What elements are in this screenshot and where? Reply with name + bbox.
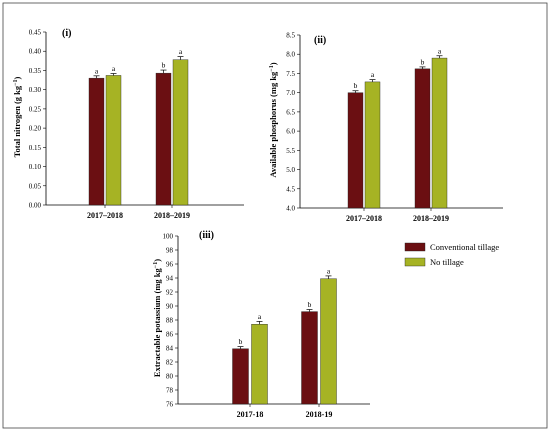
significance-letter: b (354, 81, 358, 90)
y-tick-label: 88 (166, 317, 174, 325)
y-tick-label: 5.5 (286, 147, 295, 155)
y-tick-label: 8.5 (286, 32, 295, 40)
bar (320, 278, 337, 405)
significance-letter: b (239, 337, 243, 346)
y-axis-label-i: Total nitrogen (g kg−1) (12, 76, 22, 157)
bar (232, 348, 249, 405)
y-tick-label: 92 (166, 289, 174, 297)
x-tick-label: 2018-19 (306, 410, 333, 419)
panel-label-ii: (ii) (314, 35, 326, 46)
bar (347, 92, 364, 209)
y-tick-label: 0.05 (29, 182, 42, 190)
bar (251, 324, 268, 405)
x-tick-label: 2018–2019 (154, 211, 190, 220)
significance-letter: a (179, 47, 183, 56)
y-tick-label: 84 (166, 345, 174, 353)
y-tick-label: 4.5 (286, 185, 295, 193)
bar (301, 311, 318, 405)
y-tick-label: 8.0 (286, 51, 295, 59)
bar (414, 68, 431, 209)
significance-letter: a (327, 266, 331, 275)
significance-letter: b (421, 57, 425, 66)
significance-letter: a (112, 64, 116, 73)
y-tick-label: 5.0 (286, 166, 295, 174)
legend-swatch-no-tillage (404, 257, 426, 267)
y-tick-label: 90 (166, 303, 174, 311)
bar (172, 59, 189, 206)
significance-letter: a (371, 70, 375, 79)
significance-letter: a (438, 46, 442, 55)
y-tick-label: 4.0 (286, 205, 295, 213)
y-tick-label: 0.00 (29, 202, 42, 210)
y-tick-label: 98 (166, 247, 174, 255)
x-tick-label: 2017–2018 (346, 214, 382, 223)
significance-letter: a (95, 66, 99, 75)
panel-ii: (ii) Available phosphorus (mg kg−1) 4.04… (268, 32, 503, 223)
x-tick-label: 2017–2018 (87, 211, 123, 220)
y-tick-label: 0.35 (29, 67, 42, 75)
bar (155, 72, 172, 206)
bar (364, 81, 381, 209)
y-tick-label: 86 (166, 331, 174, 339)
y-tick-label: 96 (166, 261, 174, 269)
legend-swatch-conventional-tillage (404, 242, 426, 252)
bar (431, 57, 448, 209)
chart-area-ii: 4.0 4.5 5.0 5.5 6.0 6.5 7.0 7.5 8.0 8.5 2017–2018 b… (286, 32, 503, 223)
chart-area-i: 0.00 0.05 0.10 0.15 0.20 0.25 0.30 0.35 0.40 0.45… (29, 29, 244, 220)
y-tick-label: 6.0 (286, 128, 295, 136)
y-axis-label-ii: Available phosphorus (mg kg−1) (268, 62, 278, 177)
y-tick-label: 100 (163, 233, 174, 241)
y-tick-label: 6.5 (286, 108, 295, 116)
significance-letter: b (162, 61, 166, 70)
panel-iii: (iii) Extractable potassium (mg kg−1) 76… (152, 230, 370, 419)
panel-label-iii: (iii) (199, 230, 214, 241)
y-tick-label: 94 (166, 275, 174, 283)
legend-label-conventional-tillage: Conventional tillage (430, 242, 499, 252)
y-tick-label: 82 (166, 359, 174, 367)
significance-letter: b (308, 300, 312, 309)
y-tick-label: 76 (166, 401, 174, 409)
panel-i: (i) Total nitrogen (g kg−1) 0.00 0.05 0.10… (12, 28, 244, 220)
y-tick-label: 0.45 (29, 29, 42, 37)
chart-area-iii: 76 78 80 82 84 86 88 90 92 94 96 98 100 2017-18 b a 2018… (163, 233, 370, 419)
y-tick-label: 0.20 (29, 125, 42, 133)
y-tick-label: 7.0 (286, 89, 295, 97)
y-tick-label: 0.15 (29, 144, 42, 152)
y-tick-label: 0.30 (29, 86, 42, 94)
y-tick-label: 0.10 (29, 163, 42, 171)
y-tick-label: 0.25 (29, 105, 42, 113)
y-tick-label: 78 (166, 387, 174, 395)
bar (105, 75, 122, 206)
legend-label-no-tillage: No tillage (430, 257, 464, 267)
bar (88, 77, 105, 206)
panel-label-i: (i) (62, 28, 71, 39)
y-tick-label: 7.5 (286, 70, 295, 78)
y-tick-label: 80 (166, 373, 174, 381)
significance-letter: a (258, 312, 262, 321)
legend: Conventional tillage No tillage (404, 242, 499, 267)
y-axis-label-iii: Extractable potassium (mg kg−1) (152, 259, 162, 377)
x-tick-label: 2018–2019 (413, 214, 449, 223)
y-tick-label: 0.40 (29, 48, 42, 56)
x-tick-label: 2017-18 (237, 410, 264, 419)
